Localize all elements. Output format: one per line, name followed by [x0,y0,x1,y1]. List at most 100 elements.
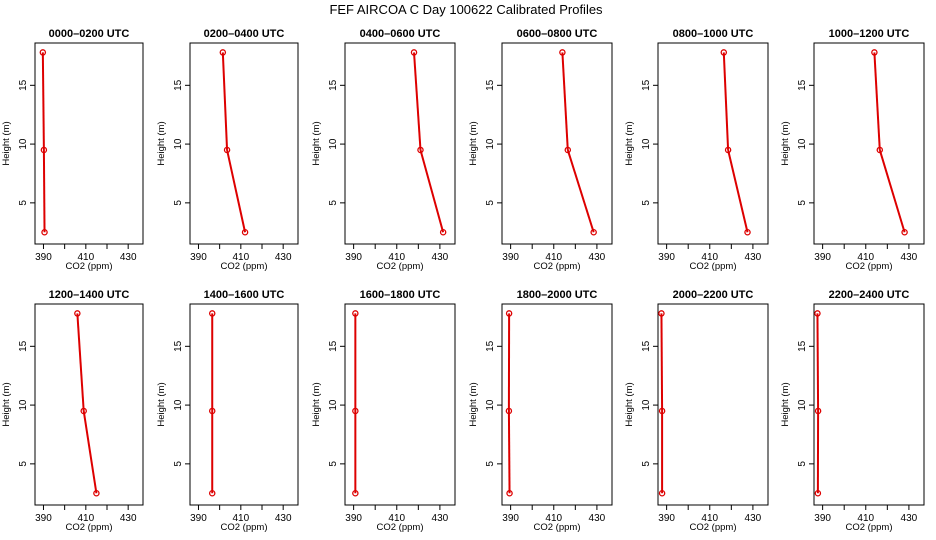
profile-segment [76,313,85,412]
profile-segment [722,52,730,151]
plot-frame [813,303,925,506]
y-axis-label: Height (m) [468,382,479,426]
y-tick-label: 10 [173,138,184,150]
profile-point [80,407,87,415]
plot-frame [344,42,456,245]
profile-segment [816,313,820,411]
panel-title: 2000–2200 UTC [673,289,754,301]
y-tick-label: 5 [328,200,339,206]
x-tick-label: 410 [388,252,405,263]
plot-frame [657,42,769,245]
profile-point [814,310,821,317]
x-tick-label: 430 [901,252,918,263]
x-tick-label: 430 [275,513,292,524]
profile-point [871,49,878,56]
x-axis-label: CO2 (ppm) [846,522,893,533]
y-tick-label: 5 [173,200,184,206]
profile-segment [727,149,749,233]
panel-title: 0800–1000 UTC [673,28,754,40]
x-tick-label: 430 [432,252,449,263]
profile-panel: 2200–2400 UTC 390 410 430 5 10 15 CO2 (ppm) Heig… [780,289,925,533]
x-tick-label: 410 [232,252,249,263]
profile-point [720,49,728,56]
x-tick-label: 410 [232,513,249,524]
plot-frame [501,303,613,506]
x-tick-label: 410 [388,513,405,524]
x-tick-label: 410 [545,252,562,263]
profile-segment [561,52,569,151]
profile-point [223,146,231,154]
profile-point [901,228,908,236]
y-axis-label: Height (m) [1,382,12,426]
profile-point [352,489,359,497]
plot-frame [34,303,144,506]
y-tick-label: 10 [797,399,808,411]
y-axis-label: Height (m) [780,121,791,165]
x-tick-label: 430 [275,252,292,263]
y-tick-label: 15 [641,79,652,91]
y-tick-label: 15 [485,79,496,91]
plot-frame [34,42,144,245]
x-tick-label: 390 [345,252,362,263]
panel-title: 0400–0600 UTC [360,28,441,40]
x-axis-label: CO2 (ppm) [66,261,113,272]
panel-title: 2200–2400 UTC [829,289,910,301]
x-axis-label: CO2 (ppm) [534,261,581,272]
profile-point [39,49,47,56]
profile-segment [82,410,98,494]
profile-panel: 0600–0800 UTC 390 410 430 5 10 15 CO2 (ppm) Heig… [468,28,613,272]
profile-panel: 1200–1400 UTC 390 410 430 5 10 15 CO2 (ppm) Heig… [1,289,144,533]
panel-title: 0600–0800 UTC [517,28,598,40]
y-tick-label: 10 [173,399,184,411]
y-axis-label: Height (m) [1,121,12,165]
y-tick-label: 15 [18,340,29,352]
x-tick-label: 390 [190,252,207,263]
profile-panel: 0000–0200 UTC 390 410 430 5 10 15 CO2 (ppm) Heig… [1,28,144,272]
panel-title: 1400–1600 UTC [204,289,285,301]
x-tick-label: 430 [745,252,762,263]
profile-segment [660,313,664,411]
profile-point [564,146,572,154]
panel-title: 1600–1800 UTC [360,289,441,301]
x-tick-label: 390 [658,513,675,524]
profile-panel: 1400–1600 UTC 390 410 430 5 10 15 CO2 (ppm) Heig… [156,289,299,533]
profile-point [505,310,513,317]
x-tick-label: 390 [35,513,52,524]
y-axis-label: Height (m) [468,121,479,165]
x-tick-label: 410 [77,252,94,263]
y-tick-label: 15 [485,340,496,352]
profile-point [352,310,359,317]
profile-point [219,49,227,56]
profile-panel: 0400–0600 UTC 390 410 430 5 10 15 CO2 (ppm) Heig… [311,28,456,272]
profile-segment [221,52,229,151]
profile-segment [878,149,906,233]
y-tick-label: 5 [485,461,496,467]
x-tick-label: 430 [901,513,918,524]
profile-point [417,146,424,154]
y-tick-label: 10 [641,138,652,150]
figure-suptitle: FEF AIRCOA C Day 100622 Calibrated Profi… [329,2,603,17]
x-axis-label: CO2 (ppm) [221,261,268,272]
x-tick-label: 390 [35,252,52,263]
profile-point [352,407,359,415]
plot-frame [189,303,299,506]
profile-panel: 0800–1000 UTC 390 410 430 5 10 15 CO2 (ppm) Heig… [624,28,769,272]
profile-point [876,146,884,154]
y-tick-label: 5 [641,461,652,467]
y-tick-label: 5 [18,200,29,206]
y-axis-label: Height (m) [311,121,322,165]
y-tick-label: 15 [328,340,339,352]
profile-panel: 2000–2200 UTC 390 410 430 5 10 15 CO2 (ppm) Heig… [624,289,769,533]
panel-title: 1200–1400 UTC [49,289,130,301]
profile-point [658,407,666,415]
y-tick-label: 15 [797,340,808,352]
x-axis-label: CO2 (ppm) [690,522,737,533]
x-axis-label: CO2 (ppm) [66,522,113,533]
profile-segment [226,149,247,233]
plot-frame [344,303,456,506]
y-tick-label: 10 [797,138,808,150]
y-tick-label: 5 [18,461,29,467]
x-tick-label: 430 [589,513,606,524]
